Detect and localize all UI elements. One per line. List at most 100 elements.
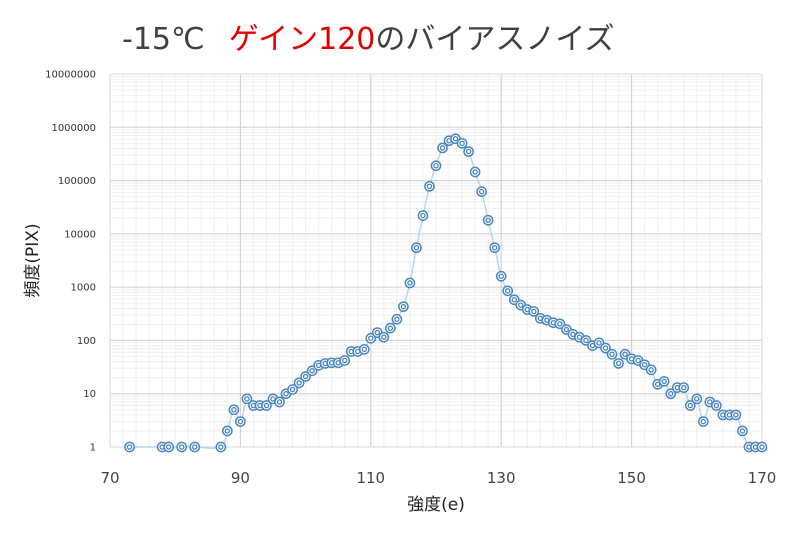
data-point-outer-ring (495, 270, 507, 282)
data-point (756, 441, 768, 453)
data-point-outer-ring (756, 441, 768, 453)
data-point-outer-ring (665, 388, 677, 400)
data-point (228, 404, 240, 416)
data-point-inner-ring (374, 329, 381, 336)
data-point-inner-ring (433, 162, 439, 169)
data-point (300, 371, 311, 382)
x-tick-label: 170 (748, 469, 777, 487)
data-point-outer-ring (391, 313, 403, 325)
data-point-inner-ring (557, 321, 563, 327)
data-point-outer-ring (300, 371, 311, 382)
data-point-outer-ring (222, 425, 233, 437)
data-point-inner-ring (472, 169, 478, 175)
data-point (730, 409, 742, 421)
data-point-inner-ring (648, 367, 654, 373)
x-tick-label: 130 (487, 469, 516, 487)
data-point-inner-ring (635, 357, 641, 364)
data-point-outer-ring (697, 416, 709, 427)
data-point (163, 441, 175, 453)
data-point-inner-ring (661, 378, 667, 385)
data-point-outer-ring (215, 441, 227, 453)
data-point-outer-ring (613, 358, 624, 369)
data-point (398, 301, 409, 313)
data-point (528, 306, 540, 317)
data-point-outer-ring (228, 404, 240, 416)
y-tick-label: 100000 (58, 176, 96, 187)
data-point-inner-ring (413, 244, 420, 251)
data-point (124, 441, 135, 453)
data-point-outer-ring (398, 301, 409, 313)
data-point (684, 400, 696, 411)
data-point (391, 313, 403, 325)
x-axis-label: 強度(e) (407, 495, 465, 515)
data-point-inner-ring (667, 390, 674, 397)
x-tick-label: 70 (100, 469, 119, 487)
data-point-inner-ring (485, 217, 491, 224)
data-point (261, 400, 272, 411)
data-point (293, 377, 305, 389)
data-point (476, 186, 487, 197)
data-point (222, 425, 233, 437)
y-tick-label: 10000000 (45, 70, 96, 81)
data-point (502, 285, 514, 297)
data-point-outer-ring (469, 166, 481, 178)
data-point-inner-ring (341, 357, 348, 364)
data-point-outer-ring (385, 322, 396, 334)
data-point (358, 344, 370, 355)
data-point-outer-ring (645, 364, 657, 376)
data-point (613, 358, 624, 369)
data-point-inner-ring (459, 140, 465, 147)
title-prefix: -15℃ (122, 22, 205, 57)
data-point-outer-ring (417, 210, 429, 221)
data-point-inner-ring (368, 335, 374, 341)
data-point-inner-ring (237, 418, 244, 425)
data-point-inner-ring (700, 418, 707, 425)
data-point-outer-ring (287, 384, 298, 395)
data-point-outer-ring (528, 306, 540, 317)
data-point-inner-ring (602, 345, 609, 351)
data-point-inner-ring (733, 412, 739, 418)
data-point-inner-ring (426, 183, 433, 190)
y-tick-label: 1 (90, 443, 96, 454)
data-point (469, 166, 481, 178)
data-point-outer-ring (189, 441, 201, 453)
data-point-inner-ring (739, 428, 746, 434)
data-point (697, 416, 709, 427)
data-point (463, 146, 474, 157)
data-point-inner-ring (165, 444, 172, 450)
data-point-outer-ring (293, 377, 305, 389)
data-point (235, 416, 246, 427)
data-point (437, 142, 448, 154)
data-point-outer-ring (678, 382, 690, 393)
data-point-inner-ring (596, 340, 602, 346)
data-point-inner-ring (707, 399, 713, 405)
data-point-outer-ring (437, 142, 448, 154)
data-point-outer-ring (711, 400, 722, 411)
data-point-outer-ring (554, 318, 566, 330)
data-point-inner-ring (192, 444, 198, 450)
data-point (737, 425, 748, 437)
y-axis-label: 頻度(PIX) (23, 223, 43, 297)
title-suffix: のバイアスノイズ (375, 22, 615, 57)
y-tick-label: 10000 (64, 229, 96, 240)
data-point-inner-ring (563, 326, 570, 333)
data-point (411, 242, 422, 254)
data-point-outer-ring (339, 355, 351, 366)
data-point (430, 160, 442, 172)
data-point-inner-ring (687, 402, 694, 409)
data-point-outer-ring (606, 348, 618, 360)
data-point (645, 364, 657, 376)
data-point-inner-ring (498, 273, 504, 280)
data-point-inner-ring (231, 407, 237, 413)
data-point-inner-ring (439, 145, 446, 151)
data-point-outer-ring (163, 441, 175, 453)
y-tick-label: 1000000 (51, 123, 96, 134)
data-point (456, 137, 468, 149)
data-point-inner-ring (531, 308, 537, 315)
data-point-inner-ring (478, 188, 485, 195)
data-point-inner-ring (289, 386, 296, 393)
data-point-outer-ring (502, 285, 514, 297)
data-point-inner-ring (622, 351, 628, 358)
data-point-inner-ring (615, 360, 622, 367)
data-point-outer-ring (482, 214, 494, 226)
